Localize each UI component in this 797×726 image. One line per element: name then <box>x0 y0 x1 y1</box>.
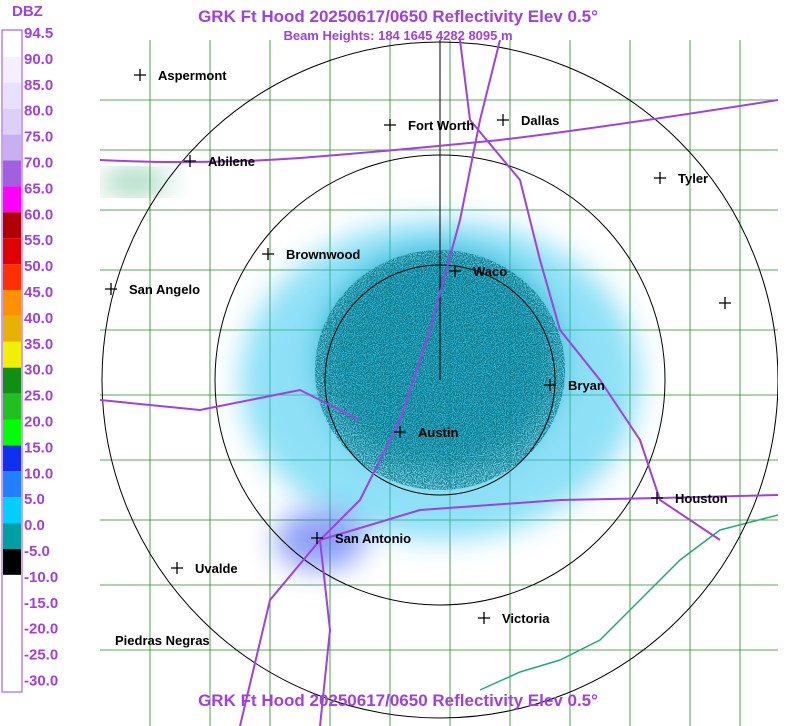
legend-swatch <box>3 523 21 549</box>
city-label: Uvalde <box>195 561 238 576</box>
city-marker <box>134 69 146 81</box>
legend-label: 70.0 <box>24 155 53 172</box>
legend-swatch <box>3 82 21 109</box>
city-label: Abilene <box>208 154 255 169</box>
subtitle: Beam Heights: 184 1645 4282 8095 m <box>283 28 512 43</box>
city-marker <box>184 155 196 167</box>
legend-label: 40.0 <box>24 310 53 327</box>
city-marker <box>654 172 666 184</box>
legend-swatch <box>3 290 21 316</box>
city-label: Piedras Negras <box>115 633 210 648</box>
legend-swatch <box>3 341 21 368</box>
legend-label: 80.0 <box>24 103 53 120</box>
city-label: Brownwood <box>286 247 360 262</box>
city-marker <box>394 426 406 438</box>
legend-swatch <box>3 471 21 498</box>
city-marker <box>171 562 183 574</box>
legend-label: 50.0 <box>24 258 53 275</box>
legend-label: 85.0 <box>24 77 53 94</box>
legend-swatch <box>3 393 21 420</box>
city-label: Aspermont <box>158 68 227 83</box>
legend-swatch <box>3 264 21 290</box>
legend-swatch <box>3 160 21 187</box>
legend-label: 5.0 <box>24 491 45 508</box>
legend-swatch <box>3 600 21 627</box>
legend-label: 15.0 <box>24 439 53 456</box>
legend-label: 65.0 <box>24 180 53 197</box>
map <box>100 40 778 726</box>
city-marker <box>719 297 731 309</box>
legend-swatch <box>3 652 21 679</box>
legend-label: 45.0 <box>24 284 53 301</box>
legend-label: -15.0 <box>24 595 58 612</box>
legend-title: DBZ <box>12 3 43 20</box>
city-marker <box>262 248 274 260</box>
highways <box>100 40 778 726</box>
city-label: Dallas <box>521 113 559 128</box>
legend-label: -10.0 <box>24 569 58 586</box>
city-marker <box>651 492 663 504</box>
legend-label: 20.0 <box>24 414 53 431</box>
legend-label: -30.0 <box>24 673 58 690</box>
legend-label: 35.0 <box>24 336 53 353</box>
legend-swatch <box>3 367 21 394</box>
legend-swatch <box>3 445 21 472</box>
legend-label: 30.0 <box>24 362 53 379</box>
legend-swatch <box>3 574 21 601</box>
city-label: Tyler <box>678 171 708 186</box>
legend-swatch <box>3 626 21 653</box>
legend-swatch <box>3 497 21 524</box>
legend-label: -20.0 <box>24 621 58 638</box>
range-rings <box>101 40 778 719</box>
city-label: Waco <box>473 264 507 279</box>
legend-swatch <box>3 212 21 239</box>
city-label: Austin <box>418 425 459 440</box>
city-marker <box>497 114 509 126</box>
city-label: Houston <box>675 491 728 506</box>
city-label: San Antonio <box>335 531 411 546</box>
legend-swatch <box>3 31 21 57</box>
city-marker <box>105 283 117 295</box>
city-marker <box>449 265 461 277</box>
legend-label: 60.0 <box>24 206 53 223</box>
legend-label: 0.0 <box>24 517 45 534</box>
legend-label: 55.0 <box>24 232 53 249</box>
legend-swatch <box>3 134 21 161</box>
city-label: Bryan <box>568 378 605 393</box>
city-marker <box>384 119 396 131</box>
legend-swatch <box>3 419 21 446</box>
city-label: Victoria <box>502 611 550 626</box>
legend-swatch <box>3 186 21 213</box>
legend-frame <box>1 29 23 693</box>
city-label: San Angelo <box>129 282 200 297</box>
city-marker <box>544 379 556 391</box>
legend-swatch <box>3 549 21 575</box>
legend-label: 10.0 <box>24 465 53 482</box>
legend-label: -5.0 <box>24 543 50 560</box>
legend-label: 25.0 <box>24 388 53 405</box>
legend-label: 94.5 <box>24 25 53 42</box>
city-label: Fort Worth <box>408 118 474 133</box>
footer-title: GRK Ft Hood 20250617/0650 Reflectivity E… <box>198 691 598 710</box>
legend-swatch <box>3 56 21 83</box>
city-marker <box>311 532 323 544</box>
legend-label: -25.0 <box>24 647 58 664</box>
legend-swatch <box>3 108 21 135</box>
legend-swatch <box>3 238 21 265</box>
radar-echoes <box>100 174 640 570</box>
title: GRK Ft Hood 20250617/0650 Reflectivity E… <box>198 7 598 26</box>
legend-bar <box>3 31 21 679</box>
legend-swatch <box>3 315 21 342</box>
legend-label: 75.0 <box>24 129 53 146</box>
city-marker <box>478 612 490 624</box>
legend-label: 90.0 <box>24 51 53 68</box>
